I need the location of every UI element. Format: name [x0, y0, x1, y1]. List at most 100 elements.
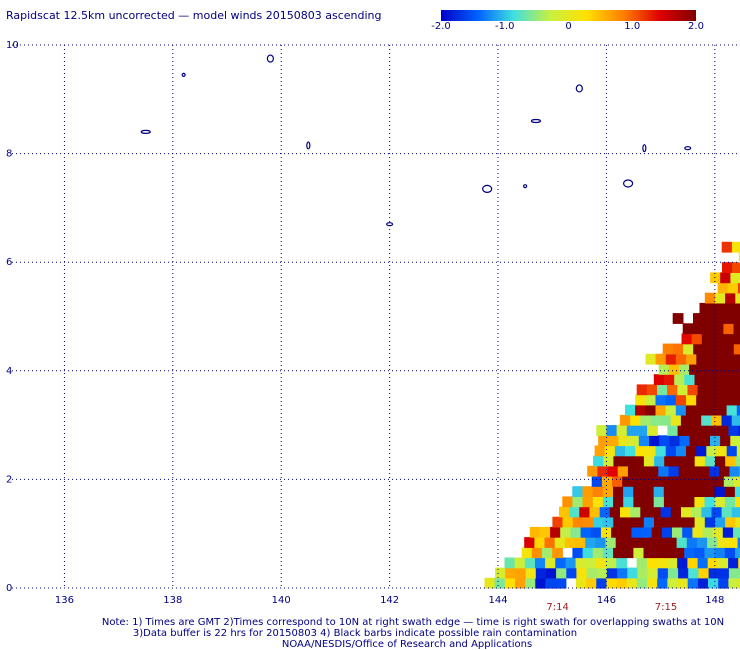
wind-cell [539, 526, 551, 538]
wind-cell [733, 313, 740, 324]
wind-cell [719, 302, 731, 314]
wind-cell [665, 353, 677, 365]
wind-cell [711, 506, 723, 518]
wind-cell [738, 557, 740, 569]
wind-cell [686, 537, 698, 548]
wind-cell [613, 547, 624, 559]
wind-cell [596, 577, 608, 589]
wind-cell [636, 577, 648, 589]
wind-cell [582, 547, 594, 559]
wind-cell [732, 262, 740, 273]
wind-cell [621, 526, 632, 538]
wind-cell [643, 486, 655, 497]
y-tick-label: 8 [6, 149, 12, 160]
wind-cell [684, 374, 696, 385]
x-tick-label: 136 [55, 595, 74, 606]
wind-cell [546, 567, 557, 579]
wind-cell [681, 333, 693, 345]
wind-cell [707, 384, 719, 396]
wind-cell [675, 353, 687, 365]
wind-cell [645, 445, 657, 457]
wind-cell [552, 516, 564, 528]
y-tick-label: 0 [6, 583, 12, 594]
wind-cell [541, 547, 553, 559]
wind-cell [667, 567, 679, 579]
island-outline [181, 72, 186, 77]
island-outline [575, 84, 583, 93]
wind-cell [627, 567, 639, 579]
wind-cell [718, 425, 730, 436]
wind-cell [685, 404, 697, 416]
wind-cell [531, 547, 543, 559]
wind-cell [655, 394, 667, 406]
wind-cell [724, 486, 736, 497]
wind-cell [707, 537, 718, 548]
wind-cell [725, 455, 736, 467]
wind-cell [638, 435, 650, 447]
wind-cell [733, 323, 740, 335]
wind-cell [719, 364, 731, 375]
wind-cell [677, 557, 688, 569]
wind-cell [722, 262, 733, 273]
wind-cell [716, 394, 728, 406]
wind-cell [633, 496, 645, 508]
wind-cell [727, 282, 739, 294]
colorbar-tick-label: -2.0 [431, 21, 451, 32]
island-outline [266, 54, 274, 63]
wind-cell [641, 526, 653, 538]
wind-cell [674, 374, 685, 385]
wind-cell [562, 516, 574, 528]
wind-cell [697, 384, 709, 396]
wind-cell [575, 557, 587, 569]
wind-cell [699, 364, 711, 375]
wind-cell [723, 313, 735, 324]
wind-cell [600, 526, 612, 538]
wind-cell [687, 384, 699, 396]
wind-cell [560, 526, 571, 538]
wind-cell [704, 292, 716, 304]
wind-cell [693, 343, 704, 355]
wind-cell [709, 465, 720, 477]
wind-cell [732, 333, 740, 345]
wind-cell [731, 506, 740, 518]
wind-cell [667, 384, 678, 396]
x-tick-label: 138 [163, 595, 182, 606]
y-tick-label: 6 [6, 257, 12, 268]
wind-cell [647, 567, 659, 579]
wind-cell [678, 567, 689, 579]
wind-cell [521, 547, 533, 559]
wind-cell [535, 567, 547, 579]
wind-cell [703, 476, 715, 487]
wind-cell [724, 547, 736, 559]
wind-cell [664, 516, 675, 528]
wind-cell [544, 537, 556, 548]
wind-cell [720, 435, 731, 447]
wind-cell [694, 516, 706, 528]
wind-cell [708, 567, 720, 579]
wind-cell [714, 547, 726, 559]
wind-cell [696, 353, 708, 365]
wind-cell [717, 557, 729, 569]
wind-cell [593, 455, 604, 467]
wind-cell [658, 465, 670, 477]
island-outline [386, 222, 394, 227]
wind-cell [710, 435, 721, 447]
wind-cell [736, 394, 740, 406]
wind-cell [564, 537, 576, 548]
wind-cell [524, 537, 535, 548]
wind-cell [662, 343, 674, 355]
wind-cell [611, 526, 622, 538]
wind-cell [623, 496, 634, 508]
wind-cell [606, 577, 618, 589]
wind-cell [718, 577, 729, 589]
wind-cell [663, 496, 675, 508]
wind-cell [667, 577, 679, 589]
wind-cell [674, 455, 686, 467]
wind-cell [678, 364, 690, 375]
island-outline [523, 184, 528, 189]
wind-cell [636, 557, 648, 569]
wind-cell [726, 404, 738, 416]
wind-cell [656, 557, 668, 569]
wind-cell [504, 577, 516, 589]
wind-cell [681, 506, 692, 518]
